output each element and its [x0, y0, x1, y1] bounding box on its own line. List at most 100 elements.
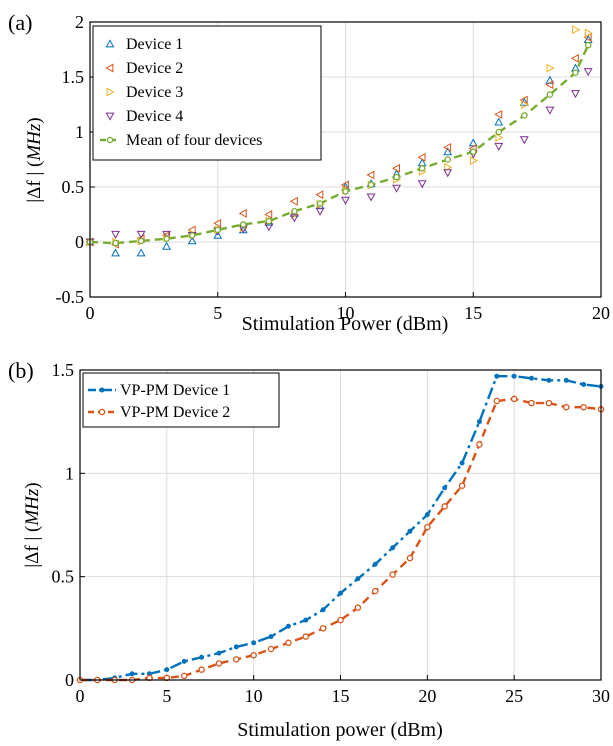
panel-b-series-1-point: [459, 460, 465, 466]
panel-a-series-1-point: [136, 248, 146, 257]
panel-b-x-axis-label: Stimulation power (dBm): [237, 719, 443, 741]
panel-a-series-1-point: [443, 147, 453, 156]
panel-a-y-tick-label: 1.5: [62, 67, 85, 87]
panel-a-legend-marker: [105, 112, 115, 121]
panel-b-x-tick-label: 25: [505, 686, 523, 706]
panel-a-label: (a): [8, 10, 32, 35]
panel-b-series-2-point: [476, 441, 483, 448]
panel-a-series-5-point: [444, 156, 451, 163]
panel-b-series-1-point: [338, 590, 343, 596]
panel-b-series-2-point: [528, 399, 535, 407]
panel-b-series-1-point: [129, 671, 135, 677]
panel-a-y-label-end: ): [24, 117, 45, 123]
panel-b-axes-box: [79, 369, 602, 681]
panel-b-series-2-point: [458, 482, 466, 489]
panel-b-series-1-point: [164, 667, 170, 673]
panel-b-series-1-point: [442, 485, 448, 491]
panel-a-y-label-main: |Δf | (: [24, 161, 45, 203]
panel-b-x-tick-label: 0: [76, 686, 85, 706]
panel-a-y-tick-label: 1: [75, 122, 84, 142]
panel-a-legend-marker: [105, 39, 115, 48]
panel-b-series-1-point: [407, 528, 413, 534]
panel-a-chart: (a) 0 5 10 15 20 -0.500.511.52 Device 1Devic…: [8, 10, 610, 335]
panel-a-series-4-point: [443, 169, 453, 178]
panel-a-series-5-point: [291, 207, 298, 215]
panel-b-series-1-point: [199, 654, 205, 660]
panel-b-series-2-point: [580, 403, 587, 411]
panel-a-legend-label: Device 3: [126, 84, 183, 101]
panel-a-series-4-point: [366, 193, 376, 202]
panel-a-x-tick-label: 5: [213, 303, 222, 323]
panel-a-series-1-point: [213, 230, 223, 239]
panel-b-legend-box: [82, 372, 280, 428]
panel-a-legend-item-4: Device 4: [105, 108, 183, 125]
panel-b-legend-marker: [98, 408, 106, 416]
panel-a-legend-marker: [106, 87, 115, 97]
panel-b-y-axis-label: |Δf | (MHz): [22, 482, 43, 567]
panel-a-x-tick-label: 15: [464, 303, 482, 323]
panel-a-y-ticks: -0.5 0 0.5 1 1.5 2: [56, 12, 95, 307]
panel-a-series-2-point: [570, 53, 579, 63]
panel-b-series-2-point: [406, 554, 414, 562]
panel-b-series-1-point: [581, 381, 587, 387]
panel-a-legend-marker: [105, 63, 114, 73]
panel-a-y-tick-label: -0.5: [56, 287, 85, 307]
panel-b-series-1-point: [424, 512, 430, 518]
panel-a-series-5: [86, 41, 592, 247]
panel-a-series-2-point: [340, 180, 349, 190]
panel-a-series-3-point: [469, 156, 478, 166]
panel-b-series-2-point: [319, 625, 327, 632]
panel-a-legend-label: Device 4: [126, 108, 183, 125]
panel-a-series-1-point: [468, 138, 478, 147]
panel-a-series-4-point: [583, 68, 593, 77]
panel-a-y-axis-label: |Δf | (MHz): [24, 117, 45, 202]
panel-a-series-5-point: [265, 217, 273, 225]
panel-a-series-4-point: [571, 90, 580, 99]
panel-a-legend-label: Device 2: [126, 60, 183, 77]
panel-a-series-2-point: [315, 190, 324, 200]
panel-b-series-1-point: [546, 377, 552, 383]
panel-a-series-4-point: [545, 106, 555, 115]
panel-b-series-1-point: [476, 419, 482, 425]
panel-a-series-1-point: [494, 117, 504, 126]
panel-b-y-tick-label: 1.5: [52, 360, 75, 380]
panel-a-series-4-point: [162, 230, 172, 239]
panel-a-x-ticks: 0 5 10 15 20: [86, 292, 610, 323]
panel-a-legend-item-3: Device 3: [106, 84, 183, 101]
panel-b-series-1-point: [216, 650, 222, 656]
panel-b-x-tick-label: 20: [418, 686, 436, 706]
panel-a-series-3-point: [444, 162, 453, 172]
panel-b-series-1-point: [390, 545, 396, 551]
panel-b-x-tick-label: 15: [332, 686, 350, 706]
panel-a-series-5-point: [584, 41, 592, 49]
panel-b-series-2-point: [545, 399, 553, 407]
panel-a-axes-box: [89, 21, 602, 298]
panel-b-y-tick-label: 0.5: [52, 567, 75, 587]
panel-a-series-5-point: [188, 232, 196, 239]
panel-b-series-2-point: [510, 395, 518, 403]
panel-b-y-tick-label: 1: [65, 463, 74, 483]
panel-a-legend-label: Mean of four devices: [126, 132, 262, 149]
panel-a-series-2-point: [417, 152, 426, 162]
panel-a-series-4-point: [392, 184, 402, 193]
panel-b-series-1-point: [285, 623, 291, 629]
panel-b-series-1-point: [355, 576, 361, 582]
panel-a-series-5-point: [240, 221, 247, 228]
panel-b-series-1-point: [511, 373, 517, 379]
panel-a-x-axis-label: Stimulation Power (dBm): [242, 313, 449, 335]
panel-b-series-2-point: [563, 403, 570, 411]
panel-b-series-2-point: [371, 587, 379, 595]
panel-b-series-1-point: [529, 375, 535, 381]
panel-b-series-1-point: [372, 561, 378, 567]
panel-b-series-1-point: [303, 617, 309, 623]
panel-b-series-2-point: [493, 397, 501, 405]
panel-b-series-2-point: [250, 651, 257, 659]
panel-a-series-3-point: [572, 25, 581, 35]
panel-a-y-tick-label: 0: [75, 232, 84, 252]
panel-b-label: (b): [8, 358, 34, 383]
panel-a-x-tick-label: 0: [86, 303, 95, 323]
panel-a-series: [85, 25, 593, 257]
panel-b-legend-marker: [99, 387, 105, 393]
panel-b-y-label-end: ): [22, 482, 43, 488]
